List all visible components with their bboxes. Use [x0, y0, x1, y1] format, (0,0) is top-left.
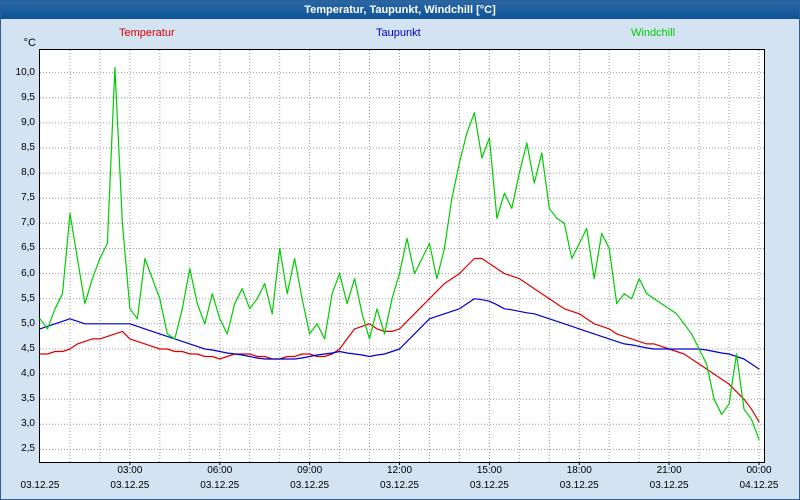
x-axis-time-label: 12:00 — [386, 465, 413, 476]
y-axis-unit-label: °C — [23, 37, 36, 49]
x-axis-date-label: 03.12.25 — [20, 480, 60, 491]
y-axis-tick-label: 9,5 — [21, 91, 35, 103]
x-axis-date-label: 03.12.25 — [110, 480, 150, 491]
x-axis-date-label: 03.12.25 — [559, 480, 599, 491]
y-axis-tick-label: 8,0 — [21, 167, 35, 179]
x-axis-date-label: 03.12.25 — [290, 480, 330, 491]
legend-item-temperatur: Temperatur — [119, 27, 175, 39]
x-axis-date-label: 04.12.25 — [739, 480, 779, 491]
x-axis-date-label: 03.12.25 — [649, 480, 689, 491]
y-axis-tick-label: 8,5 — [21, 141, 35, 153]
x-axis-time-label: 18:00 — [566, 465, 592, 476]
x-axis-time-label: 21:00 — [656, 465, 682, 476]
y-axis-tick-label: 3,0 — [21, 418, 35, 430]
y-axis-tick-label: 7,5 — [21, 192, 35, 204]
x-axis-time-label: 00:00 — [746, 465, 772, 476]
chart-canvas — [39, 50, 764, 465]
x-axis-time-label: 09:00 — [297, 465, 323, 476]
x-axis-date-label: 03.12.25 — [469, 480, 509, 491]
y-axis-tick-label: 4,5 — [21, 342, 35, 354]
y-axis-tick-label: 9,0 — [21, 116, 35, 128]
y-axis-tick-label: 7,0 — [21, 217, 35, 229]
y-axis-tick-label: 6,0 — [21, 267, 35, 279]
y-axis-tick-label: 4,0 — [21, 368, 35, 380]
window-title: Temperatur, Taupunkt, Windchill [°C] — [304, 4, 496, 16]
y-axis-tick-label: 5,0 — [21, 317, 35, 329]
plot-area[interactable] — [39, 49, 765, 465]
legend-item-windchill: Windchill — [631, 27, 676, 39]
y-axis-tick-label: 6,5 — [21, 242, 35, 254]
x-axis-date-label: 03.12.25 — [200, 480, 240, 491]
y-axis-tick-label: 5,5 — [21, 292, 35, 304]
y-axis-tick-label: 3,5 — [21, 393, 35, 405]
legend-item-taupunkt: Taupunkt — [376, 27, 421, 39]
title-bar: Temperatur, Taupunkt, Windchill [°C] — [1, 1, 799, 19]
y-axis-tick-label: 2,5 — [21, 443, 35, 455]
y-axis-tick-label: 10,0 — [15, 66, 35, 78]
x-axis-time-label: 03:00 — [117, 465, 143, 476]
x-axis-date-label: 03.12.25 — [380, 480, 419, 491]
x-axis-time-label: 15:00 — [476, 465, 502, 476]
x-axis-time-label: 06:00 — [207, 465, 233, 476]
